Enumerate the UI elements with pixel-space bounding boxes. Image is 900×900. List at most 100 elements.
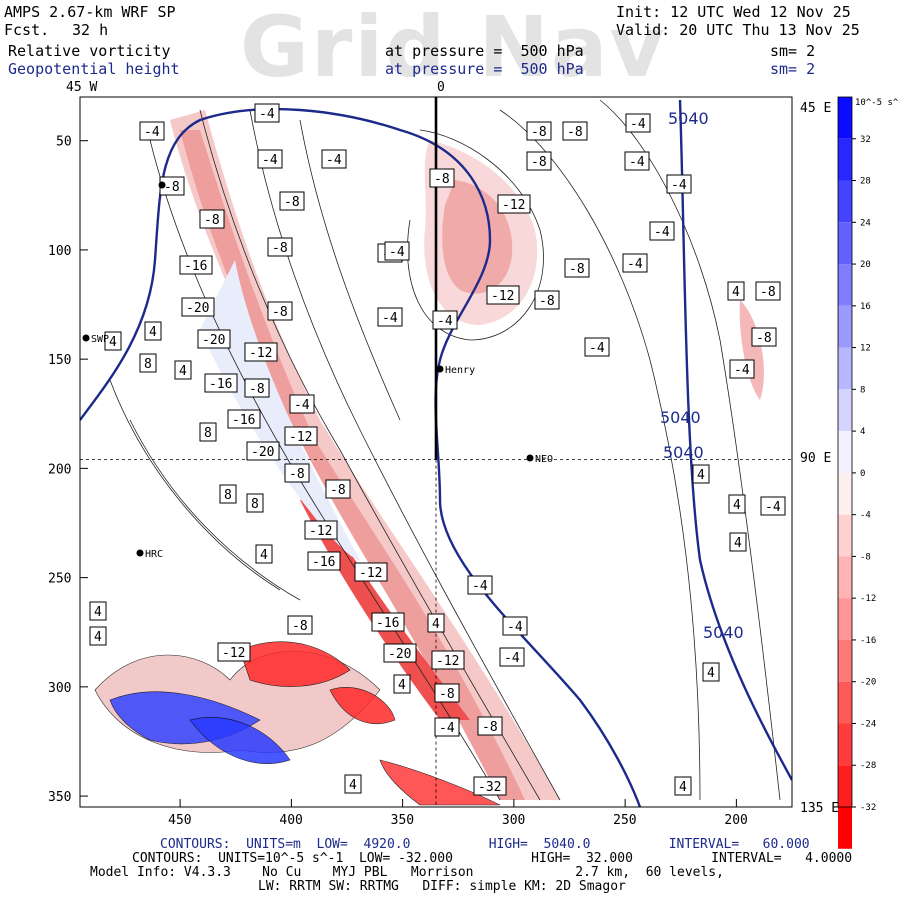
- colorbar-segment: [838, 264, 852, 306]
- model-info: Model Info: V4.3.3 No Cu MYJ PBL Morriso…: [90, 865, 724, 880]
- plot-frame: [79, 96, 793, 808]
- y-tick-label: 50: [56, 135, 72, 150]
- model-title: AMPS 2.67-km WRF SP: [4, 3, 176, 21]
- vorticity-label: -8: [439, 687, 455, 702]
- vorticity-label-box: [377, 307, 403, 327]
- x-tick-label: 300: [502, 813, 525, 828]
- vorticity-label-box: [199, 422, 217, 442]
- vorticity-label: -8: [272, 305, 288, 320]
- vorticity-label-box: [257, 149, 283, 169]
- vorticity-label-box: [354, 562, 388, 582]
- vorticity-label: -4: [382, 311, 398, 326]
- x-tick-label: 250: [613, 813, 636, 828]
- vorticity-label-box: [204, 373, 238, 393]
- valid-time: Valid: 20 UTC Thu 13 Nov 25: [616, 21, 860, 39]
- vorticity-label: -4: [671, 178, 687, 193]
- vorticity-label-box: [219, 484, 237, 504]
- x-tick-label: 350: [391, 813, 414, 828]
- colorbar-tick-label: 12: [860, 344, 871, 354]
- vorticity-label-box: [244, 378, 270, 398]
- colorbar-tick-label: 0: [860, 469, 865, 479]
- vorticity-label: -32: [478, 780, 501, 795]
- vorticity-label: -4: [294, 398, 310, 413]
- terrain-noise: [189, 717, 291, 764]
- watermark: Grid Nav: [240, 0, 667, 96]
- vorticity-label: -20: [388, 647, 411, 662]
- vorticity-label-box: [584, 337, 610, 357]
- vorticity-label: -4: [507, 620, 523, 635]
- vorticity-label-box: [434, 717, 460, 737]
- vorticity-label-box: [267, 301, 293, 321]
- vorticity-label: 4: [179, 364, 187, 379]
- vorticity-label-box: [434, 683, 460, 703]
- vorticity-label-box: [144, 321, 162, 341]
- colorbar-segment: [838, 556, 852, 599]
- vorticity-label: -4: [589, 341, 605, 356]
- colorbar-tick-label: 16: [860, 302, 871, 312]
- vorticity-label-box: [727, 281, 745, 301]
- height-contour: [678, 99, 792, 781]
- vorticity-label-box: [429, 168, 455, 188]
- vorticity-label-box: [217, 642, 251, 662]
- contour-info-vorticity: CONTOURS: UNITS=10^-5 s^-1 LOW= -32.000 …: [132, 851, 853, 866]
- vorticity-label-box: [666, 174, 692, 194]
- colorbar-segment: [838, 514, 852, 557]
- vorticity-label-box: [246, 493, 264, 513]
- colorbar-tick-label: -16: [860, 636, 876, 646]
- colorbar-units: 10^-5 s^-1: [855, 98, 900, 108]
- vorticity-label-box: [199, 209, 225, 229]
- forecast-label: Fcst.: [4, 21, 50, 39]
- station-label: Henry: [445, 365, 475, 376]
- vorticity-label-box: [267, 237, 293, 257]
- colorbar-tick-label: -12: [860, 594, 876, 604]
- vorticity-label: 4: [349, 778, 357, 793]
- colorbar-tick-label: -32: [860, 803, 876, 813]
- colorbar-segment: [838, 222, 852, 265]
- colorbar-tick-label: -24: [860, 719, 876, 729]
- vorticity-label-box: [729, 359, 755, 379]
- vorticity-label: -8: [567, 125, 583, 140]
- vorticity-label-box: [344, 774, 362, 794]
- vorticity-label-box: [692, 464, 710, 484]
- station-label: SWP: [91, 334, 109, 345]
- vorticity-label: -20: [186, 301, 209, 316]
- vorticity-label: 4: [733, 498, 741, 513]
- vorticity-label: 4: [679, 780, 687, 795]
- vorticity-label-box: [499, 647, 525, 667]
- vorticity-label-box: [304, 520, 338, 540]
- vorticity-label-box: [104, 331, 122, 351]
- vorticity-label-box: [284, 463, 310, 483]
- vorticity-label-box: [307, 551, 341, 571]
- vorticity-label: -4: [259, 107, 275, 122]
- x-tick-label: 200: [724, 813, 747, 828]
- field2-name: Geopotential height: [8, 60, 180, 78]
- vorticity-label-box: [562, 121, 588, 141]
- vorticity-label: -8: [284, 195, 300, 210]
- vorticity-label: 8: [251, 497, 259, 512]
- vorticity-label: 4: [260, 548, 268, 563]
- init-time: Init: 12 UTC Wed 12 Nov 25: [616, 3, 851, 21]
- vorticity-label-box: [702, 662, 720, 682]
- vorticity-label-box: [534, 290, 560, 310]
- vorticity-contour: [299, 119, 401, 421]
- colorbar-segment: [838, 180, 852, 223]
- vorticity-contour: [499, 109, 701, 801]
- vorticity-label: -16: [232, 413, 255, 428]
- vorticity-label: -4: [262, 153, 278, 168]
- vorticity-label-box: [287, 615, 313, 635]
- contour-info-height: CONTOURS: UNITS=m LOW= 4920.0 HIGH= 5040…: [160, 837, 810, 852]
- colorbar-segment: [838, 681, 852, 724]
- vorticity-label-box: [227, 409, 261, 429]
- vorticity-label-box: [89, 626, 107, 646]
- vorticity-label: -12: [309, 524, 332, 539]
- vorticity-label-box: [279, 191, 305, 211]
- vorticity-label-box: [432, 310, 458, 330]
- vorticity-label: 8: [224, 488, 232, 503]
- vorticity-label-box: [255, 544, 273, 564]
- station-label: HRC: [145, 549, 163, 560]
- vorticity-label: -20: [251, 445, 274, 460]
- contour-labels: 5040 5040 5040 5040 -4 -4 -4 -4 -8 -8 -8 -8 -16 -4 -20…: [82, 103, 786, 796]
- colorbar-border: [837, 96, 853, 808]
- vorticity-label: -4: [654, 225, 670, 240]
- vorticity-label-box: [244, 342, 278, 362]
